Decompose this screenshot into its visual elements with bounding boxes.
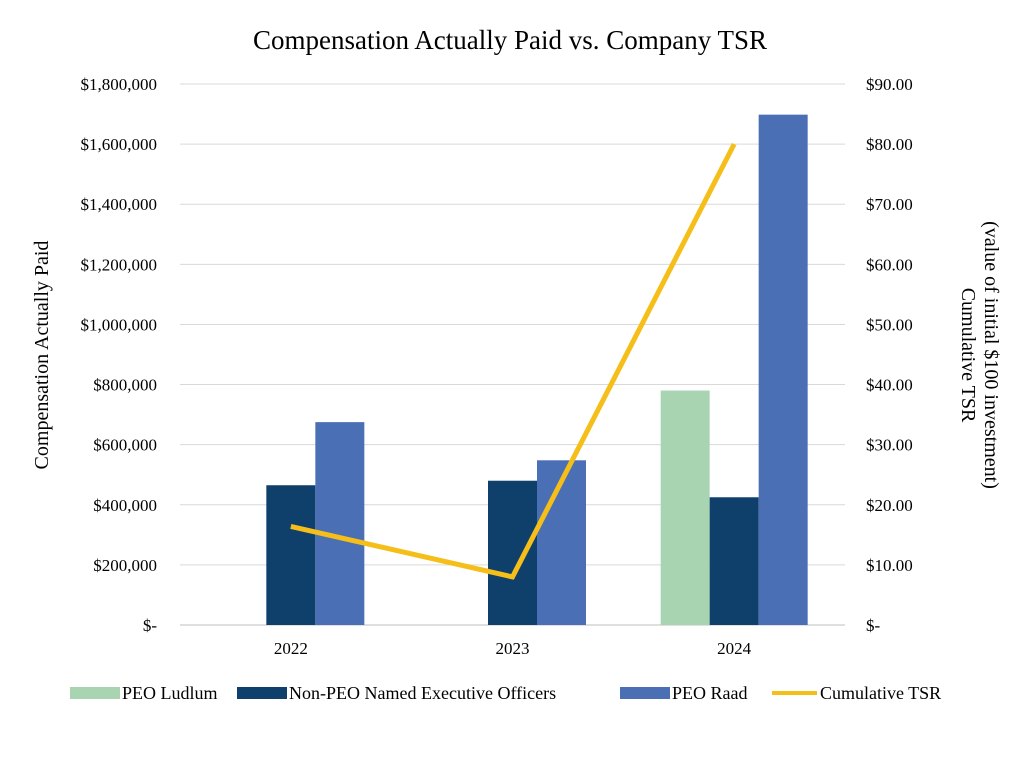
y2-tick-label: $-: [866, 616, 881, 635]
y-tick-label: $800,000: [93, 376, 157, 395]
y-tick-label: $1,000,000: [81, 315, 158, 334]
y-tick-label: $1,600,000: [81, 135, 158, 154]
right-axis-ticks: $- $10.00 $20.00 $30.00 $40.00 $50.00 $60.00 $7…: [866, 75, 913, 635]
bars: [266, 114, 808, 625]
y2-tick-label: $70.00: [866, 195, 913, 214]
bar-non-peo-named-executive-officers-2022: [266, 485, 316, 625]
y2-tick-label: $40.00: [866, 376, 913, 395]
y-tick-label: $1,200,000: [81, 255, 158, 274]
legend-label: PEO Ludlum: [122, 683, 218, 703]
cumulative-tsr-line: [290, 142, 737, 580]
x-tick-label: 2024: [717, 639, 752, 658]
bar-peo-ludlum-2024: [660, 390, 710, 625]
y2-tick-label: $90.00: [866, 75, 913, 94]
y-tick-label: $200,000: [93, 556, 157, 575]
y2-tick-label: $10.00: [866, 556, 913, 575]
y2-tick-label: $20.00: [866, 496, 913, 515]
legend-label: PEO Raad: [672, 683, 748, 703]
bar-peo-raad-2023: [537, 460, 586, 625]
y2-tick-label: $50.00: [866, 315, 913, 334]
y2-axis-label-line2: (value of initial $100 investment): [980, 221, 1002, 489]
y-tick-label: $1,400,000: [81, 195, 158, 214]
legend: PEO Ludlum Non-PEO Named Executive Office…: [70, 683, 941, 703]
y2-tick-label: $30.00: [866, 436, 913, 455]
bar-peo-raad-2022: [315, 422, 365, 625]
x-tick-label: 2022: [274, 639, 308, 658]
left-axis-ticks: $- $200,000 $400,000 $600,000 $800,000 $1,000…: [81, 75, 158, 635]
y2-tick-label: $80.00: [866, 135, 913, 154]
bar-non-peo-named-executive-officers-2023: [488, 480, 537, 625]
y2-axis-label-line1: Cumulative TSR: [957, 288, 979, 423]
chart-title: Compensation Actually Paid vs. Company T…: [253, 25, 767, 55]
tsr-line-layer: [290, 142, 737, 580]
legend-swatch-1: [237, 687, 287, 699]
legend-swatch-0: [70, 687, 120, 699]
y-tick-label: $-: [143, 616, 158, 635]
y2-tick-label: $60.00: [866, 255, 913, 274]
bar-peo-raad-2024: [758, 114, 808, 625]
x-axis-ticks: 2022 2023 2024: [274, 639, 752, 658]
legend-label: Cumulative TSR: [820, 683, 941, 703]
x-tick-label: 2023: [496, 639, 530, 658]
y-axis-label: Compensation Actually Paid: [31, 241, 53, 470]
legend-swatch-2: [620, 687, 670, 699]
bar-non-peo-named-executive-officers-2024: [709, 497, 759, 625]
y-tick-label: $600,000: [93, 436, 157, 455]
y-tick-label: $1,800,000: [81, 75, 158, 94]
y-tick-label: $400,000: [93, 496, 157, 515]
legend-label: Non-PEO Named Executive Officers: [289, 683, 556, 703]
